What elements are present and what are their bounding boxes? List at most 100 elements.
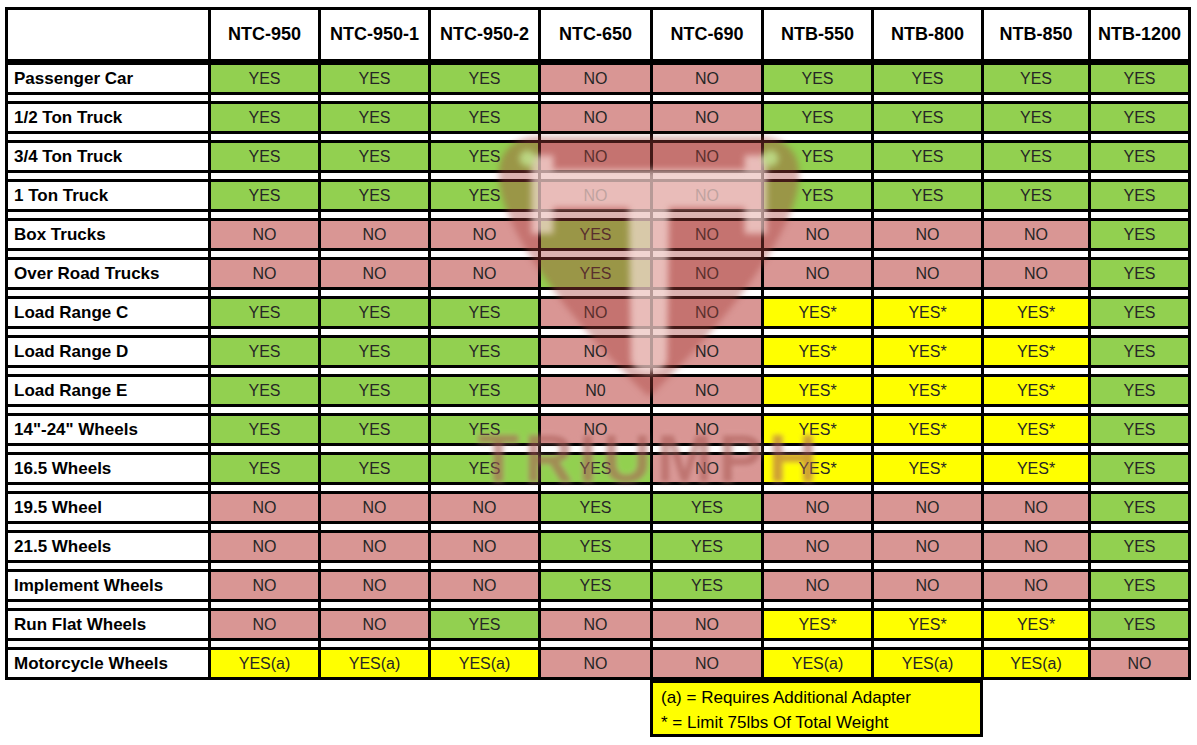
matrix-cell: YES(a) — [764, 647, 874, 680]
row-label: Load Range E — [8, 374, 211, 407]
matrix-cell: YES(a) — [431, 647, 541, 680]
matrix-cell: NO — [874, 530, 984, 563]
row-label: 3/4 Ton Truck — [8, 140, 211, 173]
matrix-cell: YES — [984, 62, 1091, 95]
matrix-cell: YES — [211, 452, 321, 485]
matrix-cell: YES — [764, 140, 874, 173]
matrix-cell: NO — [541, 608, 653, 641]
matrix-cell: YES — [211, 335, 321, 368]
matrix-cell: YES* — [764, 452, 874, 485]
matrix-cell: YES(a) — [984, 647, 1091, 680]
matrix-cell: YES — [874, 62, 984, 95]
matrix-cell: YES(a) — [321, 647, 431, 680]
matrix-cell: YES — [1091, 296, 1191, 329]
matrix-cell: YES — [431, 413, 541, 446]
matrix-cell: NO — [764, 218, 874, 251]
matrix-cell: NO — [211, 491, 321, 524]
matrix-cell: NO — [653, 647, 764, 680]
matrix-cell: NO — [321, 569, 431, 602]
matrix-cell: NO — [431, 491, 541, 524]
matrix-cell: YES* — [764, 608, 874, 641]
matrix-cell: YES — [984, 179, 1091, 212]
matrix-cell: NO — [431, 257, 541, 290]
column-header: NTB-550 — [764, 7, 874, 62]
matrix-cell: YES — [1091, 452, 1191, 485]
matrix-cell: NO — [653, 218, 764, 251]
matrix-cell: YES — [874, 101, 984, 134]
matrix-cell: NO — [653, 257, 764, 290]
matrix-cell: YES — [1091, 413, 1191, 446]
matrix-cell: NO — [321, 608, 431, 641]
matrix-cell: YES* — [984, 374, 1091, 407]
matrix-cell: YES — [541, 530, 653, 563]
matrix-cell: NO — [764, 569, 874, 602]
matrix-cell: NO — [984, 569, 1091, 602]
matrix-cell: NO — [874, 569, 984, 602]
matrix-cell: NO — [653, 413, 764, 446]
matrix-cell: YES — [431, 374, 541, 407]
legend-note: (a) = Requires Additional Adapter * = Li… — [650, 680, 983, 737]
matrix-cell: NO — [211, 608, 321, 641]
row-label: Passenger Car — [8, 62, 211, 95]
matrix-cell: NO — [874, 491, 984, 524]
row-label: Load Range D — [8, 335, 211, 368]
matrix-cell: YES* — [874, 608, 984, 641]
column-header: NTC-950 — [211, 7, 321, 62]
matrix-cell: YES* — [984, 335, 1091, 368]
matrix-cell: NO — [984, 491, 1091, 524]
matrix-cell: YES — [321, 140, 431, 173]
note-line-adapter: (a) = Requires Additional Adapter — [661, 685, 972, 710]
matrix-cell: YES — [431, 335, 541, 368]
matrix-cell: NO — [541, 62, 653, 95]
matrix-cell: YES — [874, 179, 984, 212]
matrix-cell: NO — [653, 608, 764, 641]
matrix-cell: YES — [431, 296, 541, 329]
matrix-cell: NO — [653, 335, 764, 368]
matrix-cell: NO — [653, 296, 764, 329]
matrix-cell: YES — [211, 179, 321, 212]
matrix-cell: NO — [541, 179, 653, 212]
matrix-cell: YES — [1091, 335, 1191, 368]
matrix-cell: YES — [764, 101, 874, 134]
matrix-cell: NO — [541, 335, 653, 368]
matrix-cell: YES — [1091, 140, 1191, 173]
matrix-cell: YES — [1091, 608, 1191, 641]
matrix-cell: NO — [431, 530, 541, 563]
matrix-cell: NO — [321, 257, 431, 290]
matrix-cell: YES — [321, 413, 431, 446]
column-header: NTB-850 — [984, 7, 1091, 62]
matrix-cell: NO — [874, 257, 984, 290]
matrix-cell: YES — [321, 101, 431, 134]
matrix-cell: YES — [1091, 569, 1191, 602]
column-header: NTC-690 — [653, 7, 764, 62]
matrix-cell: YES — [1091, 62, 1191, 95]
matrix-cell: NO — [211, 530, 321, 563]
matrix-cell: NO — [653, 374, 764, 407]
matrix-cell: YES — [1091, 374, 1191, 407]
column-header: NTC-950-2 — [431, 7, 541, 62]
corner-cell — [8, 7, 211, 62]
matrix-cell: YES — [211, 101, 321, 134]
matrix-cell: YES* — [874, 374, 984, 407]
matrix-cell: YES — [653, 569, 764, 602]
row-label: Over Road Trucks — [8, 257, 211, 290]
row-label: 1/2 Ton Truck — [8, 101, 211, 134]
matrix-cell: YES — [211, 413, 321, 446]
matrix-cell: YES — [321, 296, 431, 329]
matrix-cell: YES* — [874, 413, 984, 446]
matrix-cell: YES — [653, 530, 764, 563]
matrix-cell: NO — [431, 218, 541, 251]
matrix-cell: YES* — [874, 296, 984, 329]
row-label: Box Trucks — [8, 218, 211, 251]
row-label: Motorcycle Wheels — [8, 647, 211, 680]
matrix-cell: YES* — [764, 296, 874, 329]
matrix-cell: YES — [653, 491, 764, 524]
matrix-cell: NO — [764, 257, 874, 290]
matrix-cell: YES — [211, 62, 321, 95]
matrix-cell: YES — [1091, 530, 1191, 563]
matrix-cell: YES — [984, 140, 1091, 173]
matrix-cell: YES — [321, 335, 431, 368]
matrix-cell: NO — [653, 62, 764, 95]
row-label: Implement Wheels — [8, 569, 211, 602]
matrix-cell: NO — [321, 491, 431, 524]
